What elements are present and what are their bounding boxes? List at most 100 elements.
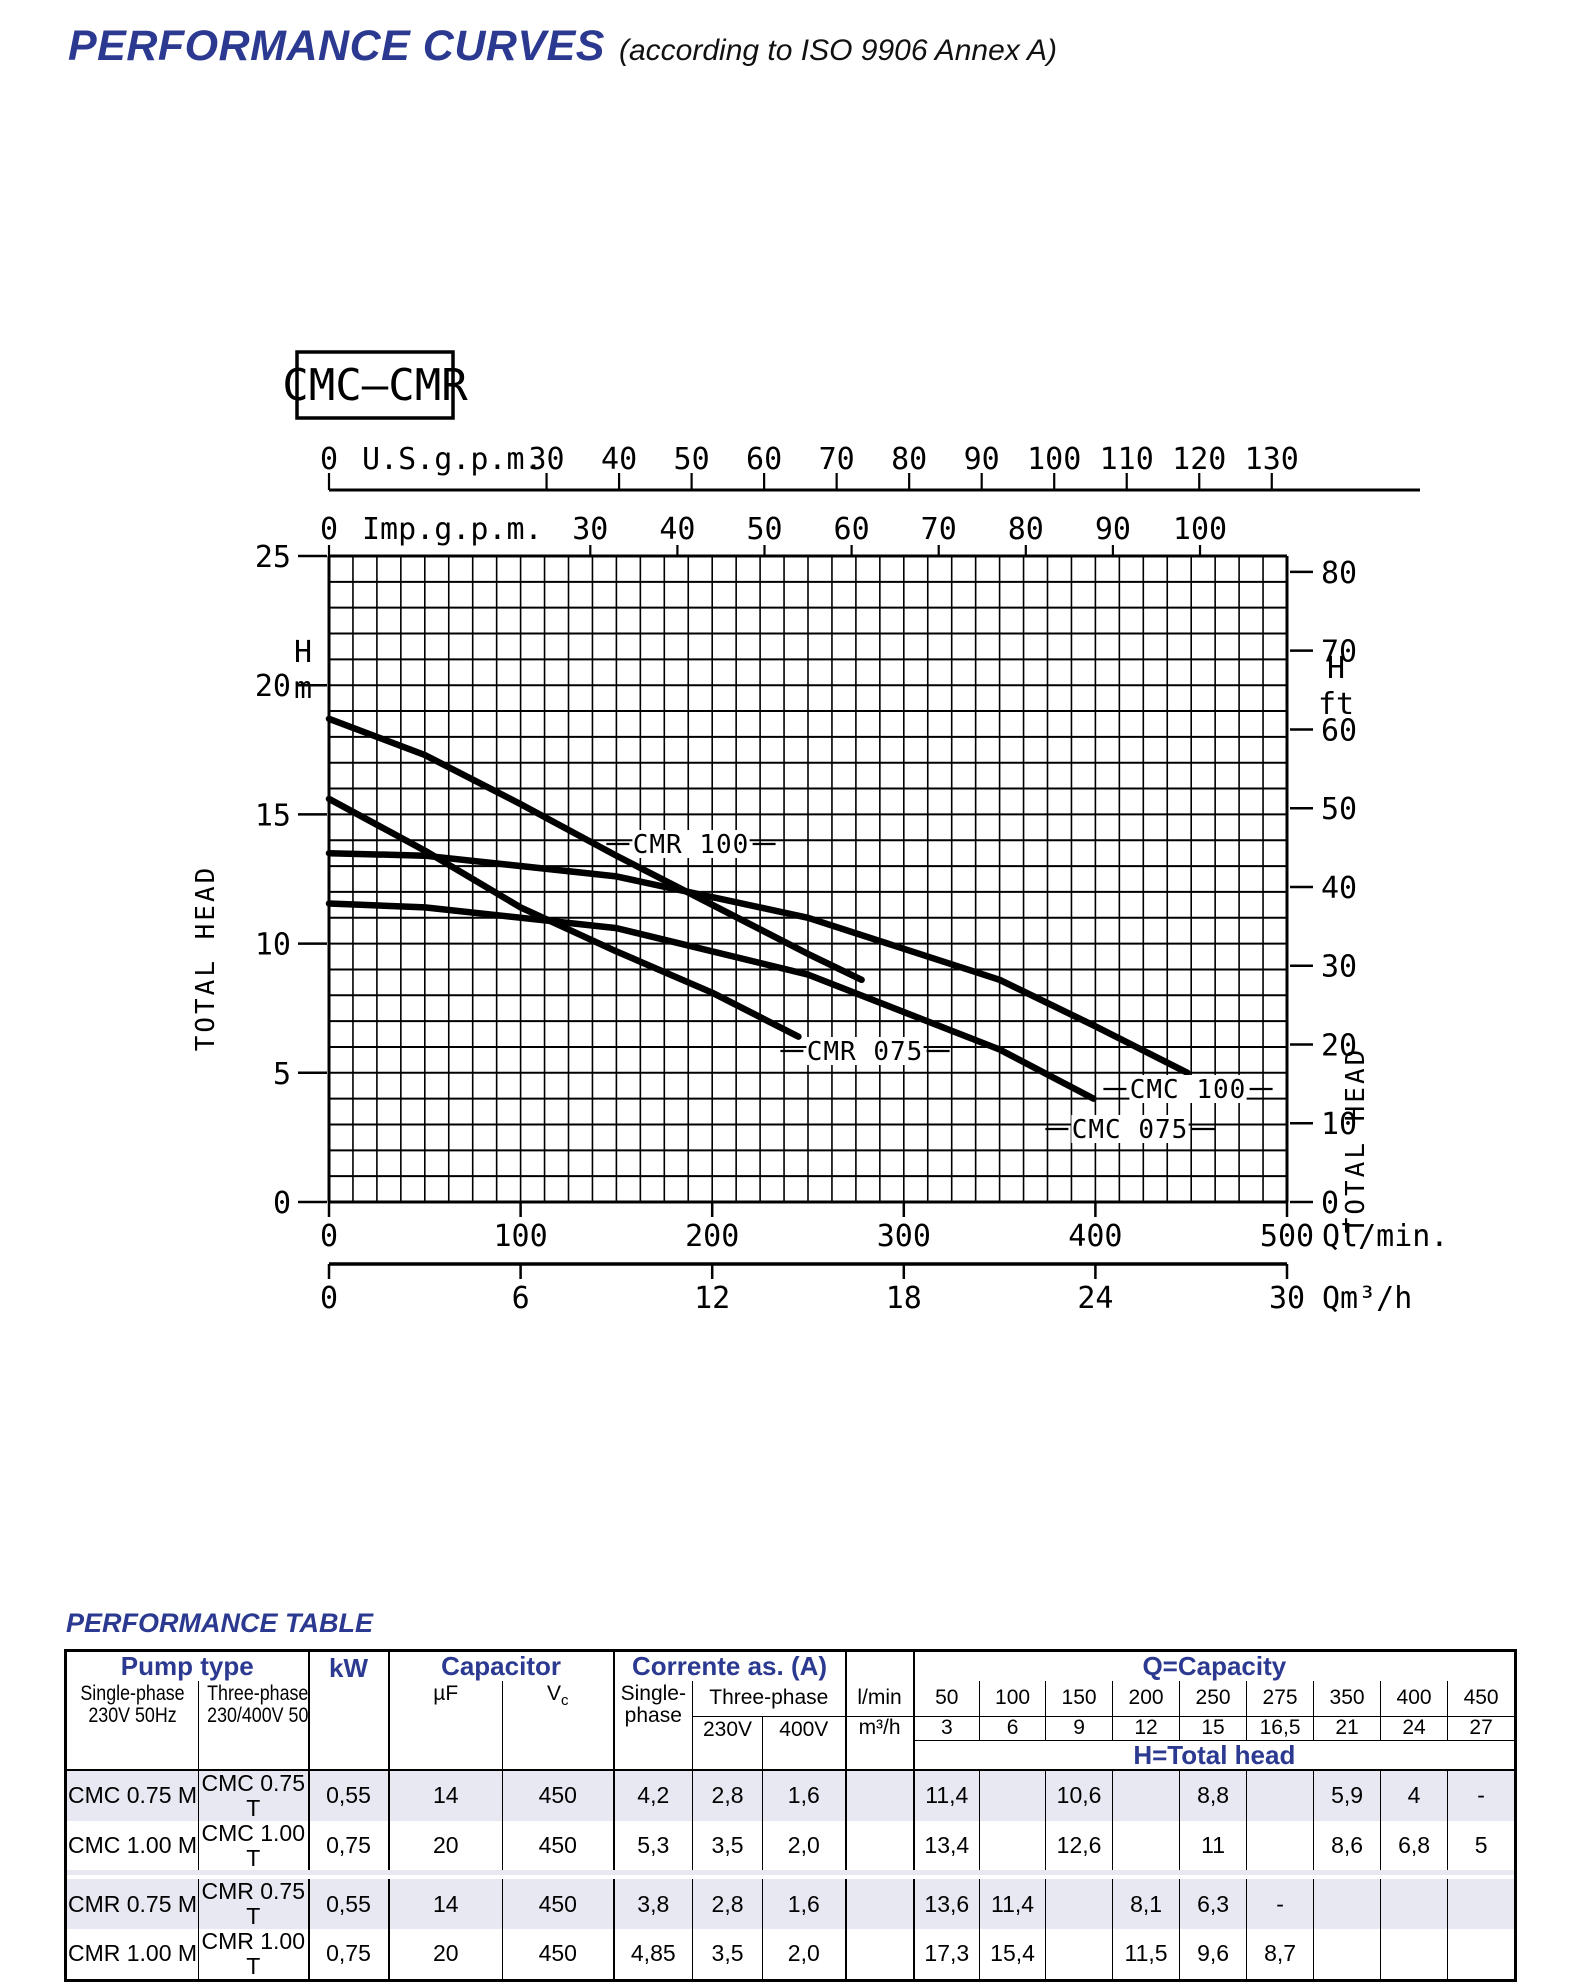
cell-h-3 xyxy=(1112,1820,1180,1871)
chart-text: 110 xyxy=(1100,442,1154,477)
chart-text: 50 xyxy=(1321,792,1357,827)
header-vc: Vc xyxy=(502,1680,614,1772)
cell-h-8 xyxy=(1447,1929,1516,1981)
header-q-lmin: 200 xyxy=(1112,1680,1180,1717)
performance-table-section: PERFORMANCE TABLE Pump type kW Capacitor… xyxy=(64,1608,1518,1982)
chart-text: 80 xyxy=(1008,512,1044,547)
chart-text: U.S.g.p.m. xyxy=(362,442,543,477)
header-q-m3h: 16,5 xyxy=(1246,1716,1314,1741)
chart-text: 50 xyxy=(674,442,710,477)
chart-text: 15 xyxy=(255,798,291,833)
chart-text: CMC–CMR xyxy=(282,360,468,411)
cell-h-5: 8,7 xyxy=(1246,1929,1314,1981)
chart-text: 80 xyxy=(891,442,927,477)
cell-h-1 xyxy=(979,1770,1046,1821)
cell-h-6 xyxy=(1313,1929,1381,1981)
curve-cmc-075 xyxy=(325,900,1097,1102)
table-row: CMC 0.75 M CMC 0.75 T 0,55 14 450 4,2 2,8 1,6 11… xyxy=(65,1770,1516,1821)
table-title: PERFORMANCE TABLE xyxy=(66,1608,373,1638)
curve-label-cmc-075: CMC 075 xyxy=(1072,1115,1189,1145)
header-row-groups: Pump type kW Capacitor Corrente as. (A) … xyxy=(66,1650,1516,1772)
chart-text: 100 xyxy=(494,1219,548,1254)
cell-vc: 450 xyxy=(502,1770,614,1821)
cell-h-8: - xyxy=(1447,1770,1516,1821)
curve-cmr-100 xyxy=(325,715,865,984)
header-q-m3h: 24 xyxy=(1380,1716,1448,1741)
table-row: CMR 1.00 M CMR 1.00 T 0,75 20 450 4,85 3,5 2,0 1… xyxy=(66,1929,1516,1981)
chart-text: 0 xyxy=(320,1219,338,1254)
cell-a_single: 4,85 xyxy=(612,1929,693,1981)
cell-a_230: 2,8 xyxy=(692,1770,763,1821)
axis-us-gpm: 0 30 40 50 60 70 80 90 100 110 120 130 U.S.g.p.m. xyxy=(320,442,1420,492)
chart-text: 100 xyxy=(1173,512,1227,547)
header-230v: 230V xyxy=(692,1716,763,1772)
header-q-lmin: 150 xyxy=(1045,1680,1113,1717)
cell-t: CMC 1.00 T xyxy=(197,1820,309,1871)
chart-text: H xyxy=(1327,651,1345,686)
header-kw: kW xyxy=(307,1650,389,1772)
chart-text: 60 xyxy=(1321,713,1357,748)
cell-m: CMC 1.00 M xyxy=(67,1832,198,1859)
cell-h-0: 17,3 xyxy=(912,1929,980,1981)
chart-text: 12 xyxy=(694,1281,730,1316)
cell-m: CMC 0.75 M xyxy=(65,1770,199,1821)
chart-text: Ql/min. xyxy=(1322,1219,1448,1254)
table-body: CMC 0.75 M CMC 0.75 T 0,55 14 450 4,2 2,8 1,6 11… xyxy=(65,1770,1516,1981)
cell-h-1: 15,4 xyxy=(979,1929,1046,1981)
header-q-lmin: 100 xyxy=(979,1680,1046,1717)
chart-text: 90 xyxy=(964,442,1000,477)
cell-h-7: 4 xyxy=(1380,1770,1448,1821)
header-row-sub: Single-phase 230V 50Hz Three-phase 230/4… xyxy=(65,1680,1516,1772)
cell-uf: 20 xyxy=(387,1929,503,1981)
chart-text: 70 xyxy=(819,442,855,477)
chart-text: 50 xyxy=(746,512,782,547)
header-q-lmin: 275 xyxy=(1246,1680,1314,1717)
header-corrente: Corrente as. (A) xyxy=(612,1650,846,1681)
chart-text: 40 xyxy=(601,442,637,477)
chart-text: ft xyxy=(1318,687,1354,722)
header-flow-unit-top xyxy=(844,1650,914,1681)
cell-uf: 20 xyxy=(387,1820,503,1871)
cell-h-0: 13,4 xyxy=(912,1820,980,1871)
header-m3h: m³/h xyxy=(844,1716,914,1741)
chart-text: 80 xyxy=(1321,556,1357,591)
cell-unit xyxy=(844,1770,914,1821)
cell-kw: 0,75 xyxy=(307,1820,389,1871)
cell-m: CMR 1.00 M xyxy=(67,1940,198,1967)
cell-h-2: 12,6 xyxy=(1045,1820,1113,1871)
page-title: PERFORMANCE CURVES xyxy=(68,22,605,70)
cell-kw: 0,55 xyxy=(307,1770,389,1821)
cell-h-8: 5 xyxy=(1447,1820,1516,1871)
header-uf: µF xyxy=(387,1680,503,1772)
cell-unit xyxy=(844,1929,914,1981)
chart-text: Imp.g.p.m. xyxy=(362,512,543,547)
cell-unit xyxy=(844,1820,914,1871)
header-capacitor: Capacitor xyxy=(387,1650,614,1681)
cell-h-2: 10,6 xyxy=(1045,1770,1113,1821)
chart-text: 120 xyxy=(1172,442,1226,477)
chart-text: 30 xyxy=(1269,1281,1305,1316)
curve-cmr-075 xyxy=(325,795,802,1040)
chart-text: 6 xyxy=(512,1281,530,1316)
cell-t: CMC 0.75 T xyxy=(197,1770,309,1821)
chart-text: 20 xyxy=(255,669,291,704)
cell-t: CMR 1.00 T xyxy=(197,1929,309,1981)
chart-text: Qm³/h xyxy=(1322,1281,1412,1316)
cell-h-5 xyxy=(1246,1820,1314,1871)
table-row: CMC 1.00 M CMC 1.00 T 0,75 20 450 5,3 3,5 2,0 13… xyxy=(66,1820,1516,1871)
cell-h-7 xyxy=(1380,1929,1448,1981)
chart-text: 0 xyxy=(273,1186,291,1221)
cell-h-6: 8,6 xyxy=(1313,1820,1381,1871)
chart-text: H xyxy=(294,635,312,670)
axis-left-m: 25 20 15 10 5 0 Hm TOTAL HEAD xyxy=(191,540,327,1221)
cell-h-7: 6,8 xyxy=(1380,1820,1448,1871)
cell-h-5 xyxy=(1246,1770,1314,1821)
chart-text: TOTAL HEAD xyxy=(191,865,221,1052)
cell-h-4: 9,6 xyxy=(1179,1929,1247,1981)
chart-text: 40 xyxy=(659,512,695,547)
cell-h-4: 8,8 xyxy=(1179,1770,1247,1821)
chart-text: 25 xyxy=(255,540,291,575)
cell-a_400: 2,0 xyxy=(762,1820,846,1871)
group-gap-row xyxy=(65,1870,1516,1880)
chart-text: 30 xyxy=(1321,950,1357,985)
